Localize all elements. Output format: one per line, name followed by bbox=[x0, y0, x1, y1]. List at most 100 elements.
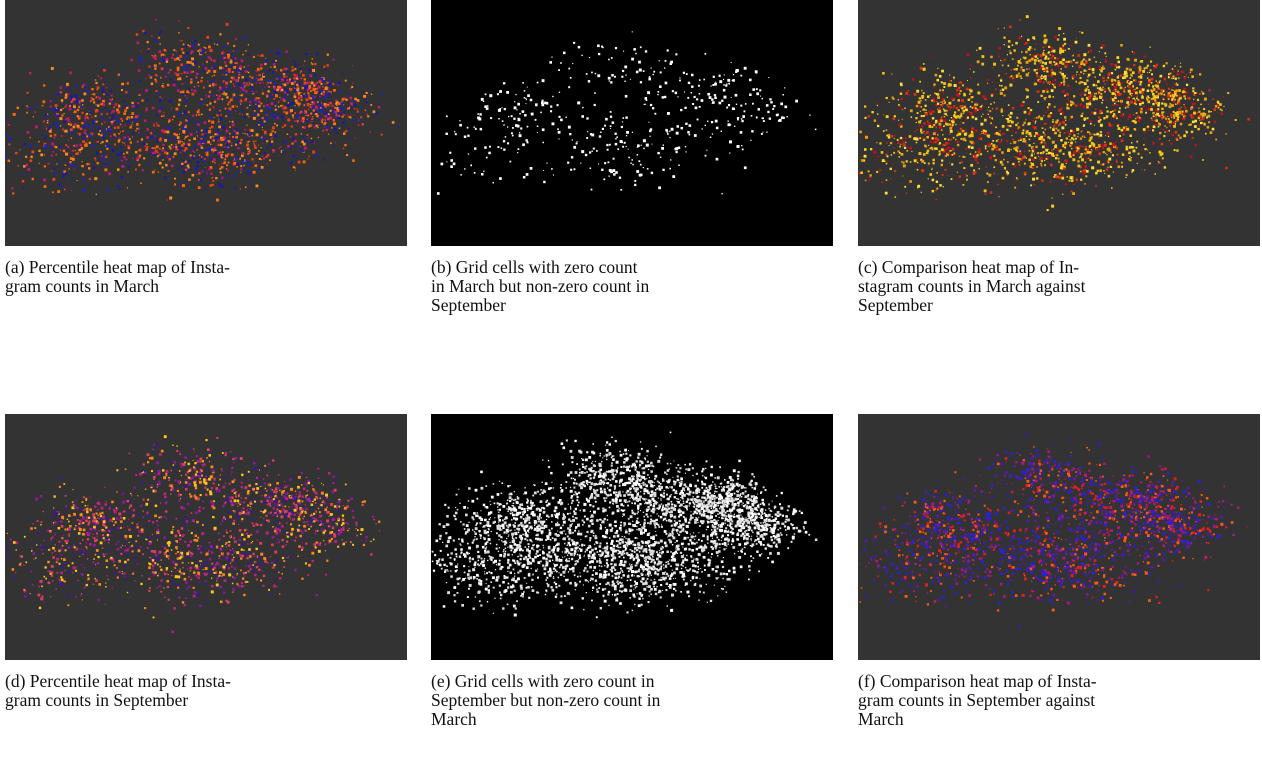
cell bbox=[366, 101, 369, 104]
cell bbox=[1162, 119, 1163, 120]
cell bbox=[174, 137, 176, 139]
cell bbox=[886, 129, 888, 131]
cell bbox=[1197, 99, 1199, 101]
cell bbox=[1127, 106, 1128, 107]
cell bbox=[110, 119, 113, 122]
cell bbox=[206, 157, 207, 158]
cell bbox=[186, 76, 187, 77]
heat-map bbox=[858, 0, 1260, 246]
cell bbox=[632, 31, 633, 32]
cell bbox=[1115, 80, 1117, 82]
cell bbox=[90, 100, 92, 102]
cell bbox=[214, 162, 216, 164]
cell bbox=[550, 106, 552, 108]
cell bbox=[1100, 124, 1103, 127]
cell bbox=[882, 181, 884, 183]
cell bbox=[620, 189, 622, 191]
cell bbox=[1133, 52, 1135, 54]
cell bbox=[1159, 132, 1161, 134]
cell bbox=[128, 166, 130, 168]
cell bbox=[946, 110, 948, 112]
cell bbox=[146, 143, 148, 145]
cell bbox=[1076, 179, 1079, 182]
cell bbox=[1054, 145, 1057, 148]
cell bbox=[1135, 91, 1138, 94]
cell bbox=[590, 133, 592, 135]
cell bbox=[1087, 149, 1089, 151]
cell bbox=[987, 181, 989, 183]
cell bbox=[131, 102, 133, 104]
cell bbox=[319, 120, 320, 121]
cell bbox=[209, 127, 211, 129]
cell bbox=[1160, 75, 1163, 78]
cell bbox=[1081, 158, 1084, 161]
cell bbox=[1031, 58, 1034, 61]
cell bbox=[904, 147, 906, 149]
cell bbox=[925, 109, 927, 111]
cell bbox=[230, 66, 232, 68]
cell bbox=[233, 175, 235, 177]
cell bbox=[987, 173, 989, 175]
cell bbox=[1144, 68, 1145, 69]
cell bbox=[937, 93, 940, 96]
cell bbox=[1178, 77, 1180, 79]
cell bbox=[273, 149, 275, 151]
cell bbox=[1064, 95, 1066, 97]
cell bbox=[1184, 76, 1187, 79]
cell bbox=[86, 134, 87, 135]
cell bbox=[920, 129, 922, 131]
cell bbox=[1158, 161, 1159, 162]
cell bbox=[1072, 158, 1075, 161]
cell bbox=[966, 88, 969, 91]
cell bbox=[1048, 95, 1051, 98]
cell bbox=[726, 83, 727, 84]
cell bbox=[81, 99, 84, 102]
cell bbox=[731, 62, 732, 63]
cell bbox=[633, 48, 636, 51]
cell bbox=[246, 144, 249, 147]
cell bbox=[1047, 209, 1049, 211]
cell bbox=[240, 70, 242, 72]
cell bbox=[272, 130, 274, 132]
cell bbox=[192, 174, 195, 177]
cell bbox=[609, 144, 611, 146]
cell bbox=[1106, 90, 1107, 91]
cell bbox=[1173, 117, 1175, 119]
cell bbox=[184, 173, 185, 174]
cell bbox=[1186, 131, 1188, 133]
cell bbox=[712, 133, 713, 134]
cell bbox=[589, 151, 591, 153]
cell bbox=[279, 58, 280, 59]
cell bbox=[967, 80, 968, 81]
cell bbox=[965, 148, 967, 150]
cell bbox=[54, 168, 56, 170]
cell bbox=[233, 130, 235, 132]
cell bbox=[919, 137, 921, 139]
heat-map bbox=[5, 414, 407, 660]
cell bbox=[769, 98, 771, 100]
cell bbox=[124, 143, 125, 144]
cell bbox=[991, 148, 994, 151]
cell bbox=[1114, 86, 1117, 89]
cell bbox=[1098, 153, 1101, 156]
cell bbox=[1079, 74, 1080, 75]
cell bbox=[233, 51, 234, 52]
cell bbox=[506, 91, 509, 94]
cell bbox=[1052, 141, 1055, 144]
cell bbox=[277, 52, 279, 54]
cell bbox=[242, 54, 244, 56]
cell bbox=[699, 93, 701, 95]
cell bbox=[313, 85, 315, 87]
cell bbox=[893, 148, 894, 149]
cell bbox=[311, 90, 313, 92]
cell bbox=[935, 122, 936, 123]
cell bbox=[1080, 81, 1082, 83]
cell bbox=[25, 156, 27, 158]
cell bbox=[209, 66, 211, 68]
cell bbox=[257, 168, 259, 170]
cell bbox=[238, 100, 240, 102]
cell bbox=[446, 133, 448, 135]
cell bbox=[345, 80, 347, 82]
cell bbox=[939, 123, 942, 126]
cell bbox=[68, 168, 69, 169]
